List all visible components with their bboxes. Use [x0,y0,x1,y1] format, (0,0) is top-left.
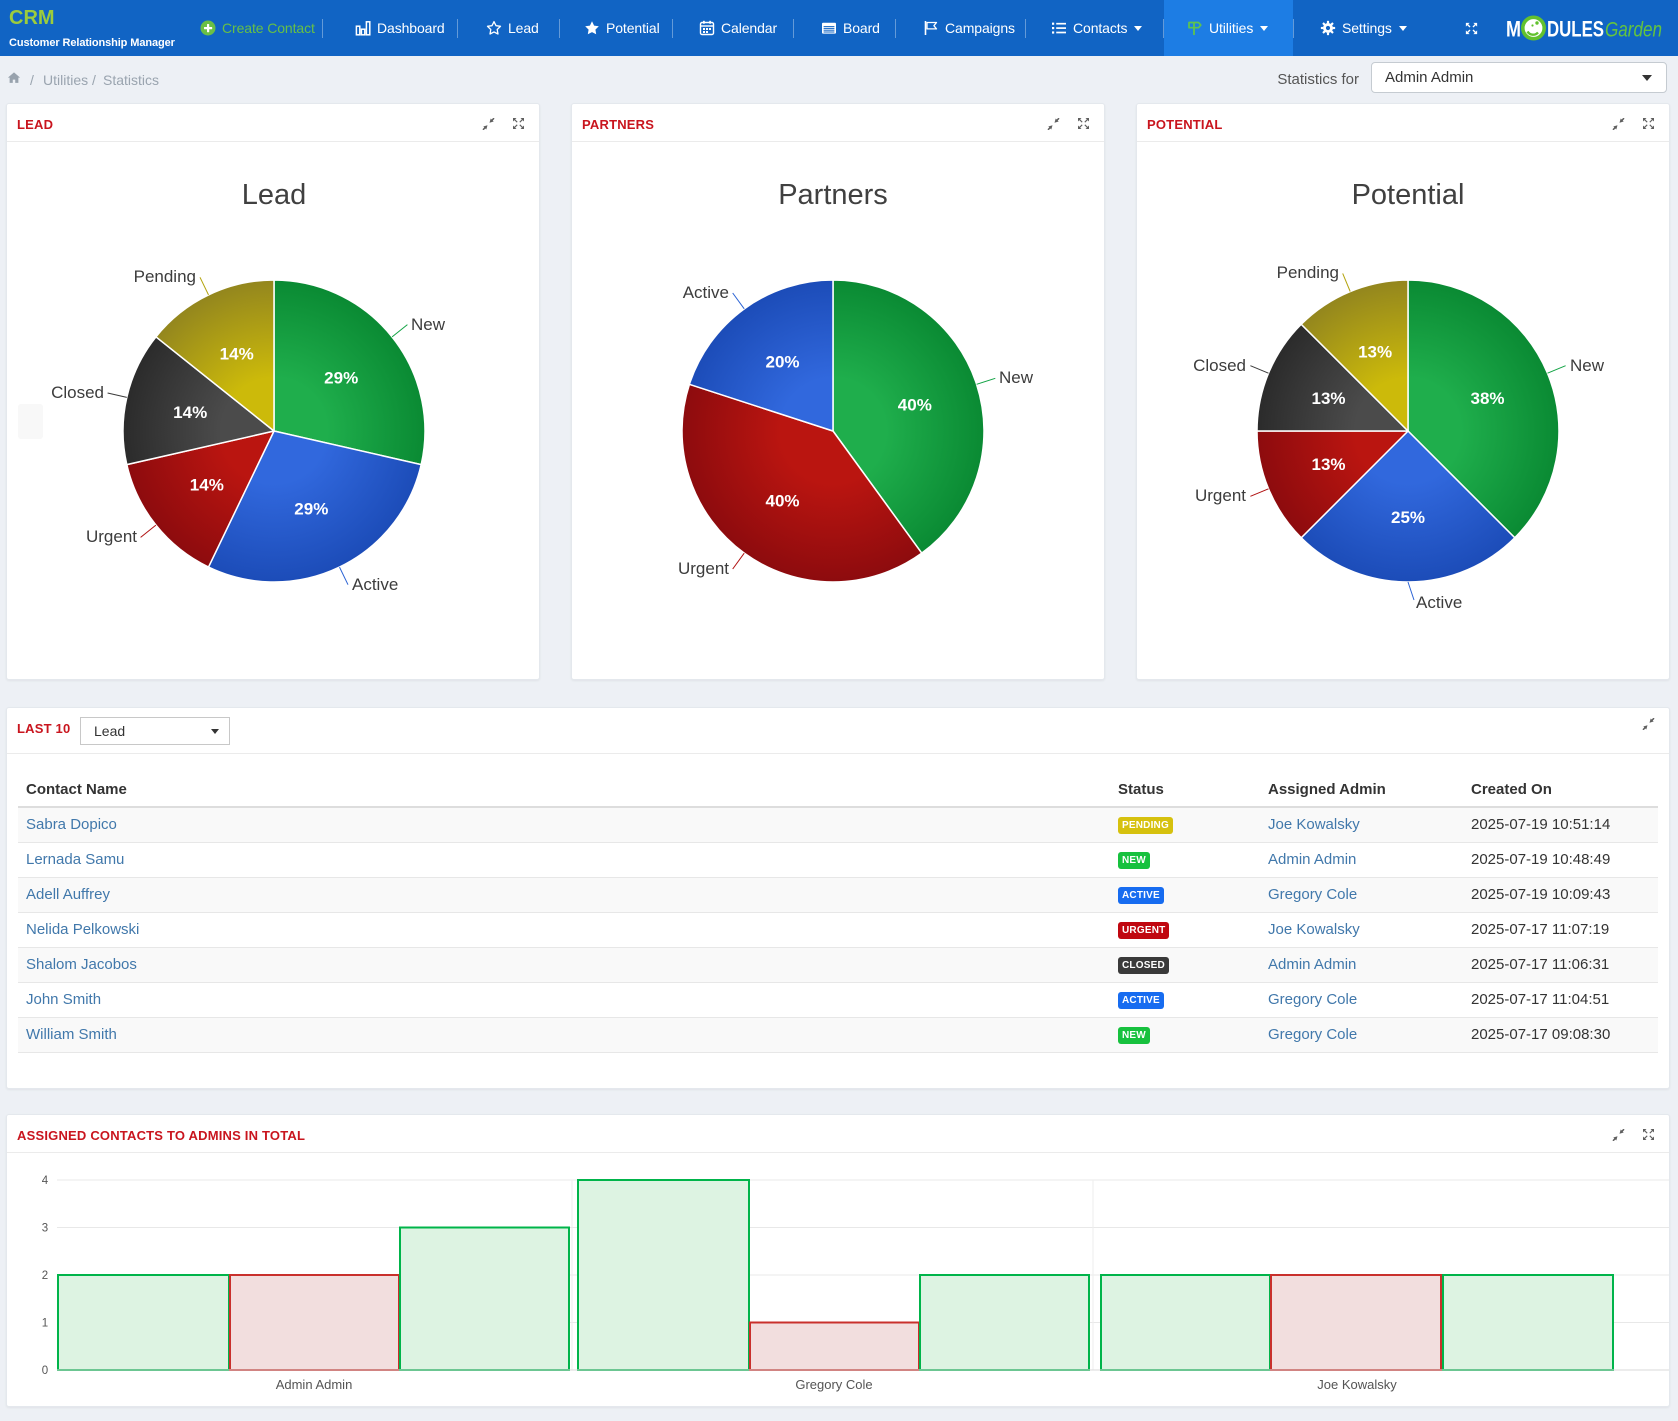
svg-text:1: 1 [42,1318,48,1330]
svg-text:Pending: Pending [134,267,196,286]
svg-text:M: M [1506,17,1521,42]
svg-text:New: New [999,368,1034,387]
svg-text:Active: Active [1416,593,1462,612]
svg-text:Potential: Potential [1352,179,1465,211]
svg-text:Active: Active [683,283,729,302]
svg-text:13%: 13% [1358,343,1392,362]
svg-text:20%: 20% [765,352,799,371]
svg-text:40%: 40% [765,492,799,511]
svg-text:0: 0 [42,1365,48,1377]
svg-text:Closed: Closed [1193,356,1246,375]
svg-text:Urgent: Urgent [1195,486,1246,505]
svg-text:14%: 14% [190,476,224,495]
svg-text:Gregory Cole: Gregory Cole [795,1377,872,1392]
svg-text:4: 4 [42,1175,49,1187]
svg-text:Partners: Partners [778,179,888,211]
svg-text:Admin Admin: Admin Admin [276,1377,353,1392]
svg-text:Pending: Pending [1277,263,1339,282]
svg-text:25%: 25% [1391,508,1425,527]
svg-text:14%: 14% [173,403,207,422]
svg-text:Closed: Closed [51,383,104,402]
svg-text:DULES: DULES [1547,17,1604,42]
svg-text:3: 3 [42,1223,48,1235]
svg-text:2: 2 [42,1270,48,1282]
svg-text:Joe Kowalsky: Joe Kowalsky [1317,1377,1397,1392]
svg-text:Garden: Garden [1605,19,1662,42]
svg-text:29%: 29% [294,500,328,519]
svg-text:13%: 13% [1311,455,1345,474]
svg-text:Urgent: Urgent [86,527,137,546]
svg-text:13%: 13% [1311,389,1345,408]
svg-text:38%: 38% [1470,389,1504,408]
svg-text:Urgent: Urgent [678,559,729,578]
svg-text:14%: 14% [220,345,254,364]
svg-text:Lead: Lead [242,179,307,211]
svg-text:40%: 40% [898,395,932,414]
svg-text:New: New [1570,356,1605,375]
svg-text:New: New [411,315,446,334]
svg-text:Active: Active [352,575,398,594]
svg-text:29%: 29% [324,368,358,387]
